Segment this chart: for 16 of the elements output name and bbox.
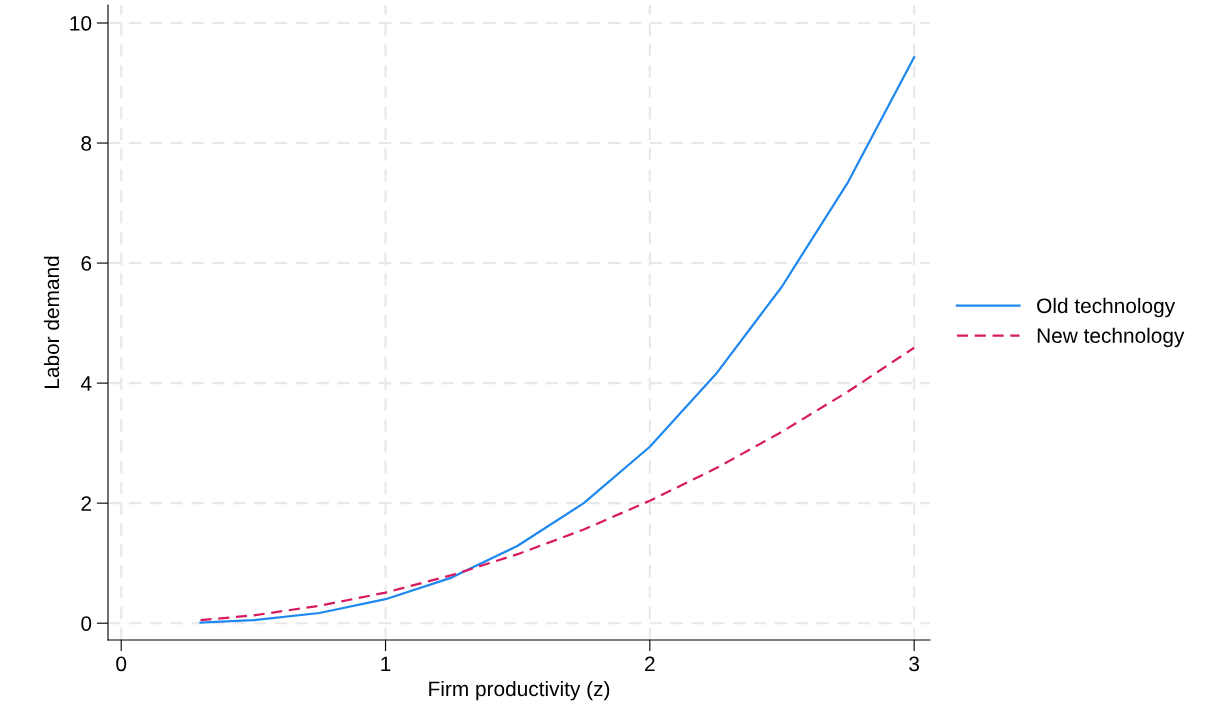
line-series xyxy=(199,56,916,624)
legend-label: Old technology xyxy=(1037,297,1176,318)
x-axis-title: Firm productivity (z) xyxy=(429,680,610,701)
x-tick-label: 0 xyxy=(116,656,127,672)
y-tick-label: 6 xyxy=(81,256,92,271)
line-series xyxy=(199,346,916,622)
y-tick-label: 2 xyxy=(81,496,91,511)
y-tick-label: 0 xyxy=(81,616,92,631)
x-tick-label: 1 xyxy=(381,656,391,672)
legend-label: New technology xyxy=(1037,327,1185,348)
x-tick-label: 2 xyxy=(645,656,655,672)
x-tick-label: 3 xyxy=(909,656,920,672)
y-tick-label: 10 xyxy=(70,16,92,31)
y-axis-title: Labor demand xyxy=(43,256,60,388)
y-tick-label: 8 xyxy=(81,136,92,151)
y-tick-label: 4 xyxy=(80,376,92,391)
